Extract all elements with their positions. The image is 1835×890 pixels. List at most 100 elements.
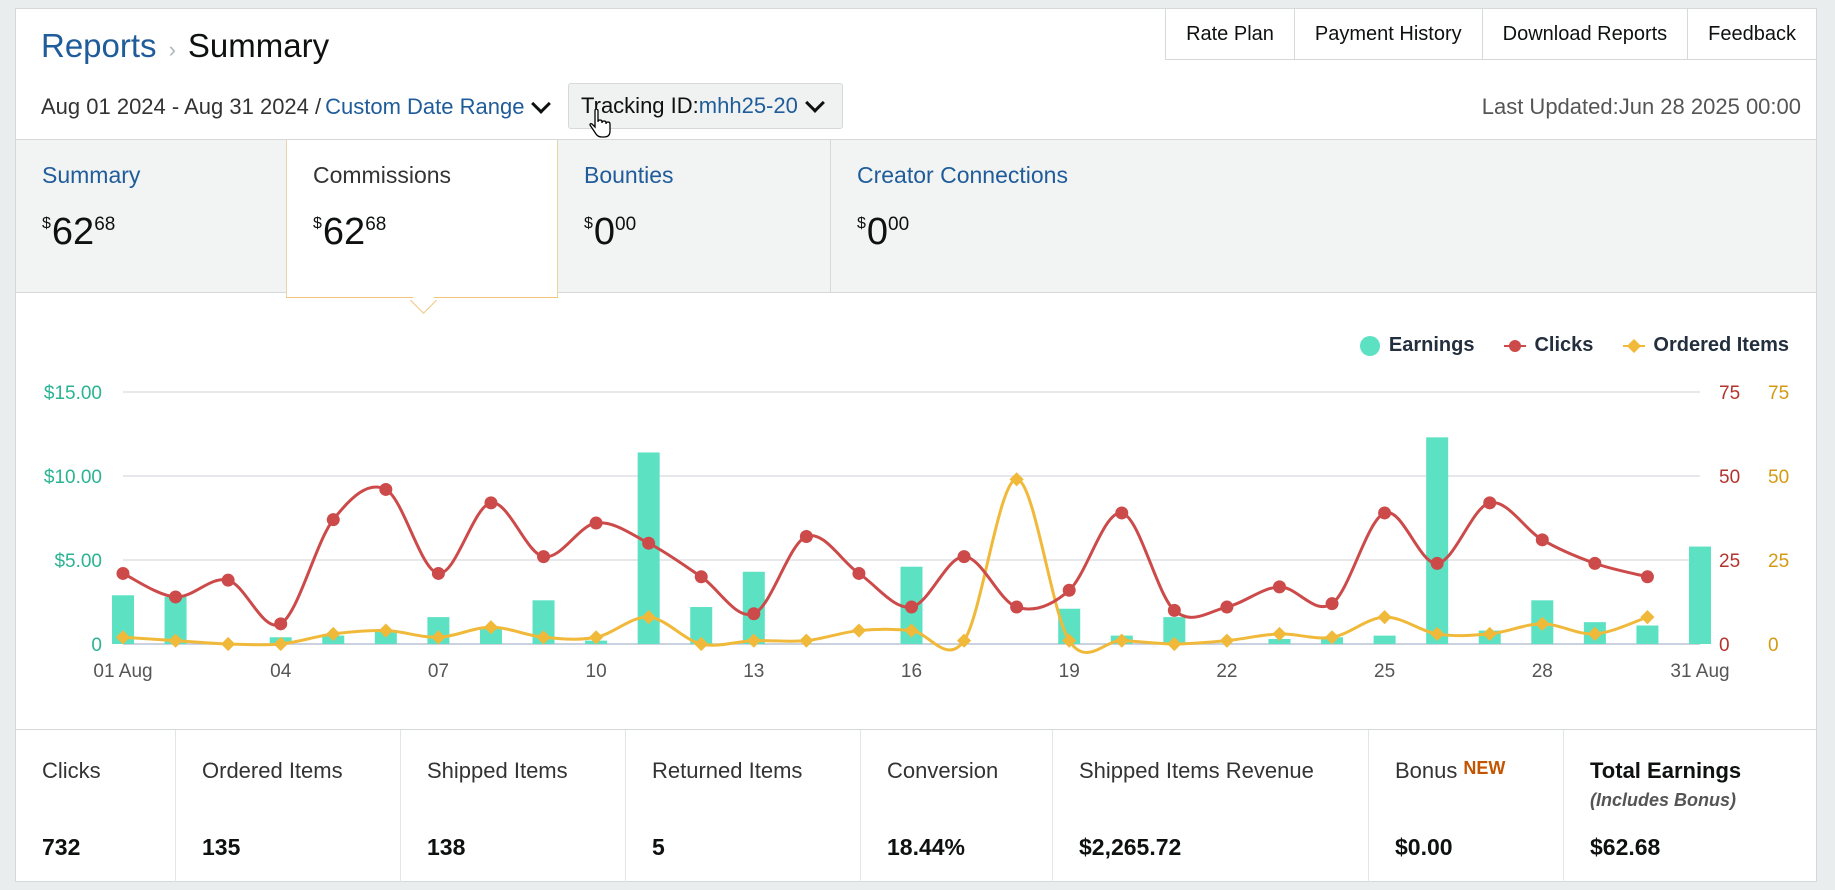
feedback-button[interactable]: Feedback (1688, 8, 1817, 60)
payment-history-button[interactable]: Payment History (1294, 8, 1483, 60)
earnings-bar (1373, 635, 1396, 644)
chart-legend: Earnings Clicks Ordered Items (1359, 334, 1789, 357)
tile-name: Commissions (313, 162, 452, 188)
tile-amount: $ 62 68 (42, 211, 260, 254)
ordered-items-point (1219, 633, 1234, 648)
x-tick-label: 28 (1532, 661, 1553, 682)
amount-dollars: 62 (322, 211, 366, 253)
tile-summary[interactable]: Summary $ 62 68 (16, 140, 286, 292)
earnings-bar (479, 627, 502, 644)
metric-value: 138 (427, 834, 466, 860)
earnings-dot-icon (1359, 335, 1380, 356)
clicks-point (1325, 597, 1339, 611)
clicks-point (116, 566, 130, 580)
earnings-tiles: Summary $ 62 68 Commissions $ 62 68 Boun… (16, 139, 1816, 298)
ordered-items-line (122, 477, 1648, 654)
ordered-items-point (168, 633, 183, 648)
chevron-down-icon[interactable] (531, 94, 552, 114)
metric-shipped-items-revenue: Shipped Items Revenue $2,265.72 (1053, 730, 1369, 883)
ordered-items-point (799, 633, 814, 648)
amount-dollars: 0 (866, 211, 889, 253)
y-right-ordered-tick-label: 25 (1768, 551, 1789, 572)
y-left-tick-label: $15.00 (44, 383, 102, 404)
ordered-items-point (1377, 610, 1392, 625)
earnings-bar (1268, 638, 1291, 644)
legend-item-earnings[interactable]: Earnings (1359, 334, 1475, 357)
x-tick-label: 13 (743, 661, 764, 682)
tracking-id-label: Tracking ID: (581, 93, 699, 118)
ordered-items-point (1272, 626, 1287, 641)
ordered-items-point (273, 636, 288, 652)
tile-bounties[interactable]: Bounties $ 0 00 (558, 140, 830, 292)
tile-amount: $ 0 00 (584, 211, 804, 254)
last-updated-text: Last Updated:Jun 28 2025 00:00 (1481, 94, 1801, 119)
clicks-point (169, 590, 183, 604)
y-right-clicks-tick-label: 25 (1719, 551, 1740, 572)
clicks-point (1640, 570, 1654, 584)
clicks-point (326, 513, 340, 527)
y-right-ordered-tick-label: 0 (1768, 635, 1779, 656)
tile-amount: $ 0 00 (857, 211, 1205, 254)
clicks-point (1378, 506, 1392, 520)
breadcrumb-reports-link[interactable]: Reports (41, 27, 157, 64)
ordered-items-point (1062, 633, 1077, 648)
x-tick-label: 04 (270, 661, 292, 682)
legend-item-ordered-items[interactable]: Ordered Items (1623, 334, 1789, 357)
tracking-id-value: mhh25-20 (698, 93, 798, 118)
x-tick-label: 16 (901, 661, 922, 682)
ordered-items-point (221, 636, 236, 652)
amount-dollars: 62 (51, 211, 95, 253)
ordered-items-point (326, 626, 341, 641)
ordered-items-point (746, 633, 761, 648)
y-right-clicks-tick-label: 50 (1719, 467, 1740, 488)
rate-plan-button[interactable]: Rate Plan (1165, 8, 1295, 60)
clicks-point (905, 600, 918, 614)
ordered-items-point (956, 633, 972, 648)
metric-label: Shipped Items Revenue (1079, 758, 1314, 783)
metric-value: $0.00 (1395, 834, 1453, 860)
tracking-id-dropdown[interactable]: Tracking ID: mhh25-20 (568, 83, 843, 129)
new-badge: NEW (1463, 758, 1506, 778)
x-tick-label: 25 (1374, 661, 1395, 682)
earnings-bar (164, 596, 187, 644)
clicks-point (642, 536, 656, 550)
earnings-bar (690, 607, 713, 644)
clicks-point (1483, 496, 1497, 510)
legend-item-clicks[interactable]: Clicks (1504, 334, 1593, 357)
download-reports-button[interactable]: Download Reports (1482, 8, 1689, 60)
clicks-point (431, 566, 445, 580)
hand-cursor-icon (589, 109, 611, 138)
currency-symbol: $ (857, 215, 866, 232)
amount-cents: 68 (94, 214, 116, 235)
ordered-items-point (904, 623, 919, 638)
currency-symbol: $ (313, 215, 322, 232)
clicks-point (1115, 506, 1129, 520)
ordered-items-point (1535, 616, 1550, 631)
clicks-point (1588, 556, 1602, 570)
metric-ordered-items: Ordered Items 135 (176, 730, 401, 883)
clicks-point (1430, 556, 1444, 570)
currency-symbol: $ (42, 215, 51, 232)
tile-commissions[interactable]: Commissions $ 62 68 (286, 140, 558, 298)
clicks-line (122, 485, 1648, 627)
ordered-items-point (431, 630, 446, 645)
custom-date-range-dropdown[interactable]: Custom Date Range (325, 94, 525, 119)
clicks-point (852, 566, 866, 580)
clicks-point (589, 516, 603, 530)
metric-label: Shipped Items (427, 758, 568, 783)
clicks-point (379, 482, 393, 496)
clicks-point (537, 550, 551, 564)
ordered-items-point (1324, 630, 1340, 645)
tile-creator-connections[interactable]: Creator Connections $ 0 00 (831, 140, 1231, 292)
metric-bonus: Bonus NEW $0.00 (1369, 730, 1564, 883)
ordered-items-point (536, 630, 551, 645)
metric-shipped-items: Shipped Items 138 (401, 730, 626, 883)
x-tick-label: 10 (586, 661, 607, 682)
earnings-chart: 0 $5.00 $10.00 $15.00 0 25 50 75 0 25 50 75 01 Aug 04… (44, 383, 1789, 682)
x-tick-label: 19 (1059, 661, 1080, 682)
clicks-point (1272, 580, 1286, 594)
legend-label: Clicks (1534, 334, 1594, 356)
legend-label: Earnings (1388, 334, 1475, 356)
clicks-point (747, 607, 761, 621)
ordered-items-point (641, 610, 656, 625)
